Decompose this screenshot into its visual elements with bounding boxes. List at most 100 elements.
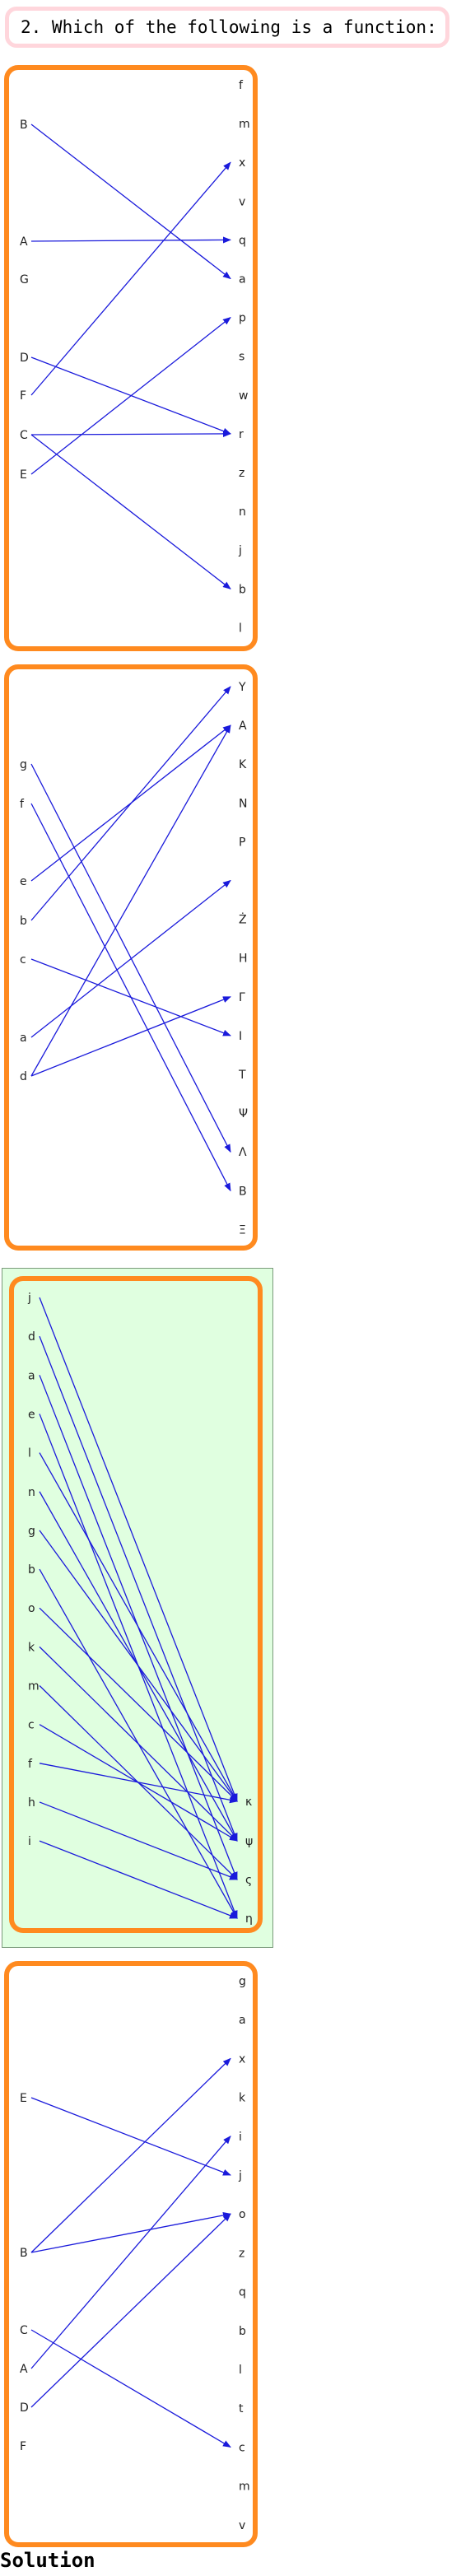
codomain-label: r <box>239 428 244 441</box>
mapping-arrow <box>30 879 231 1038</box>
codomain-label: Ψ <box>239 1107 248 1120</box>
mapping-arrow <box>39 1801 238 1880</box>
domain-label: B <box>20 2247 28 2260</box>
domain-label: B <box>20 119 28 132</box>
domain-label: F <box>20 389 26 403</box>
domain-label: h <box>28 1796 35 1810</box>
mapping-arrow <box>30 958 231 1036</box>
domain-label: e <box>28 1408 35 1421</box>
mapping-arrow <box>30 316 231 475</box>
question-text: 2. Which of the following is a function: <box>5 7 449 48</box>
set-frame <box>9 1276 263 1933</box>
domain-label: l <box>28 1447 31 1460</box>
codomain-label: v <box>239 195 245 208</box>
mapping-arrow <box>30 2329 231 2448</box>
codomain-label: m <box>239 2481 250 2494</box>
codomain-label: p <box>239 312 246 325</box>
codomain-label: s <box>239 351 244 364</box>
codomain-label: j <box>238 2169 242 2182</box>
mapping-arrow <box>30 430 231 437</box>
domain-label: a <box>20 1032 27 1045</box>
domain-label: A <box>20 235 28 249</box>
mapping-arrow <box>30 2211 231 2253</box>
codomain-label: ψ <box>245 1835 253 1848</box>
codomain-label: Γ <box>239 991 245 1004</box>
mapping-arrow <box>39 1840 238 1919</box>
codomain-label: T <box>238 1069 246 1082</box>
solution-heading: Solution <box>0 2549 95 2572</box>
mapping-arrow <box>39 1452 238 1802</box>
mapping-arrow <box>30 724 231 1077</box>
domain-label: o <box>28 1602 35 1615</box>
mapping-arrow <box>39 1763 238 1804</box>
mapping-arrow <box>39 1297 238 1802</box>
domain-label: j <box>27 1292 31 1305</box>
codomain-label: H <box>239 953 248 966</box>
domain-label: f <box>28 1758 33 1771</box>
codomain-label: m <box>239 118 250 131</box>
codomain-label: o <box>239 2208 246 2221</box>
mapping-arrow <box>30 2136 231 2369</box>
domain-label: g <box>20 758 27 771</box>
codomain-label: x <box>239 2052 245 2066</box>
codomain-label: g <box>239 1975 246 1988</box>
codomain-label: Λ <box>239 1146 247 1159</box>
codomain-label: x <box>239 156 245 170</box>
domain-label: n <box>28 1486 35 1499</box>
domain-label: E <box>20 2092 27 2105</box>
domain-label: e <box>20 875 27 888</box>
domain-label: a <box>28 1369 35 1382</box>
domain-label: m <box>28 1680 40 1693</box>
domain-label: D <box>20 352 29 365</box>
codomain-label: j <box>238 544 242 557</box>
mapping-arrow <box>30 434 231 589</box>
mapping-arrow <box>30 686 231 921</box>
domain-label: b <box>20 915 27 928</box>
codomain-label: q <box>239 234 246 247</box>
codomain-label: a <box>239 273 246 286</box>
codomain-label: z <box>239 2247 244 2260</box>
codomain-label: N <box>239 797 247 810</box>
codomain-label: Ż <box>239 912 247 927</box>
domain-label: d <box>20 1070 27 1083</box>
domain-label: c <box>28 1719 35 1732</box>
codomain-label: n <box>239 505 246 519</box>
domain-label: E <box>20 468 27 482</box>
codomain-label: ς <box>245 1874 252 1887</box>
domain-label: C <box>20 2324 28 2337</box>
codomain-label: q <box>239 2286 246 2299</box>
mapping-arrow <box>30 161 231 396</box>
domain-label: c <box>20 953 26 967</box>
codomain-label: P <box>239 836 245 849</box>
mapping-arrow <box>30 996 231 1077</box>
mapping-arrow <box>30 236 231 244</box>
codomain-label: k <box>239 2092 246 2105</box>
codomain-label: b <box>239 583 246 596</box>
codomain-label: B <box>239 1185 247 1198</box>
codomain-label: l <box>239 2364 242 2377</box>
mapping-arrow <box>30 2097 231 2176</box>
domain-label: i <box>28 1835 31 1848</box>
mapping-arrow <box>39 1607 238 1802</box>
mapping-arrow <box>30 123 231 280</box>
domain-label: G <box>20 273 29 286</box>
mapping-arrow <box>39 1530 238 1802</box>
mapping-arrow <box>30 763 231 1153</box>
codomain-label: v <box>239 2519 245 2532</box>
codomain-label: i <box>239 2131 242 2144</box>
domain-label: k <box>28 1641 35 1654</box>
mapping-arrow <box>30 2057 231 2253</box>
codomain-label: I <box>239 1030 242 1043</box>
codomain-label: η <box>245 1912 253 1926</box>
codomain-label: f <box>239 79 244 92</box>
codomain-label: z <box>239 467 244 480</box>
domain-label: d <box>28 1330 35 1344</box>
codomain-label: K <box>239 758 247 771</box>
codomain-label: c <box>239 2441 245 2454</box>
mapping-arrow <box>39 1646 238 1842</box>
domain-label: C <box>20 429 28 442</box>
